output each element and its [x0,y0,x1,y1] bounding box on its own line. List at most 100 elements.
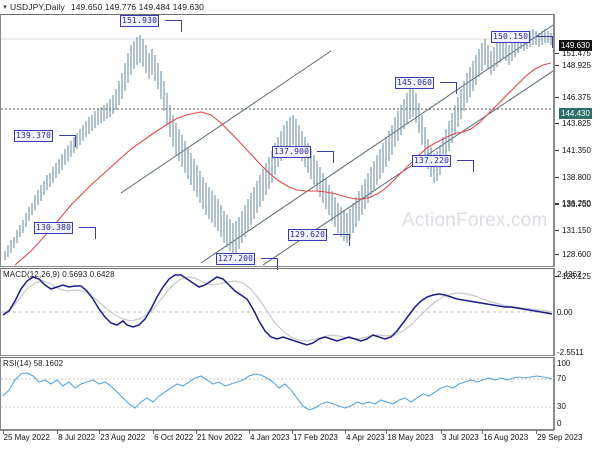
price-annotation[interactable]: 150.150 [491,31,531,43]
annotation-leader-tick [349,234,350,246]
annotation-leader-tick [552,36,553,48]
date-axis-tick [57,430,59,434]
annotation-leader-line [440,82,456,83]
date-axis-tick [249,430,251,434]
date-axis-tick [536,430,538,434]
annotation-leader-tick [181,20,182,32]
price-axis-label: 131.150 [562,226,591,235]
rsi-axis-label: 0 [557,419,562,428]
price-axis-tick [555,204,559,205]
macd-axis-label: 0.00 [557,308,573,317]
macd-title: MACD(12,26,9) 0.5693 0.6428 [3,270,115,279]
date-axis-tick [153,430,155,434]
price-axis-tick [555,53,559,54]
annotation-leader-tick [95,227,96,239]
rsi-axis-divider [554,357,555,430]
symbol-timeframe-label: USDJPY,Daily [10,2,65,12]
price-annotation[interactable]: 137.220 [412,155,452,167]
annotation-leader-tick [277,258,278,270]
trendline-mid [120,50,332,194]
date-axis-tick [344,430,346,434]
x-axis-top-border [0,430,554,431]
date-axis-label: 3 Jul 2023 [441,433,479,442]
annotation-leader-line [333,234,349,235]
date-axis-tick [99,430,101,434]
price-annotation[interactable]: 137.900 [272,146,312,158]
price-axis-tick [555,276,559,277]
date-axis-tick [291,430,293,434]
rsi-plot [1,358,553,429]
rsi-axis-label: 30 [557,402,566,411]
date-axis-label: 4 Jan 2023 [250,433,290,442]
price-annotation[interactable]: 127.200 [216,253,256,265]
price-axis-divider [554,14,555,267]
price-axis-tick [555,150,559,151]
price-axis-tick [555,254,559,255]
price-annotation[interactable]: 145.060 [395,77,435,89]
date-axis-label: 6 Oct 2022 [154,433,194,442]
date-axis-label: 23 Aug 2022 [100,433,146,442]
date-axis-label: 17 Feb 2023 [292,433,338,442]
annotation-leader-line [317,151,333,152]
price-axis[interactable]: 151.475 148.925 146.375 143.825 141.350 138.8… [555,14,600,281]
date-axis-tick [440,430,442,434]
ohlc-values-label: 149.650 149.776 149.484 149.630 [70,2,204,12]
rsi-axis: 100 70 30 0 [557,357,600,430]
price-axis-tick [555,65,559,66]
macd-plot [1,269,553,355]
price-axis-tick [555,203,559,204]
moving-average-line [14,62,552,266]
annotation-leader-line [79,227,95,228]
price-axis-tick [555,123,559,124]
price-annotation[interactable]: 130.380 [34,222,74,234]
date-axis-label: 8 Jul 2022 [58,433,96,442]
annotation-leader-tick [456,82,457,94]
date-axis-label: 18 May 2023 [387,433,434,442]
date-axis-tick [196,430,197,434]
macd-main-line [2,274,553,346]
macd-axis-label: 2.4262 [557,270,582,279]
level-price-badge: 144.430 [559,108,592,119]
annotation-leader-tick [333,151,334,163]
macd-axis-label: -2.5511 [557,348,584,357]
annotation-leader-line [536,36,552,37]
date-axis-label: 21 Nov 2022 [197,433,243,442]
price-axis-tick [555,230,559,231]
annotation-leader-line [457,160,473,161]
date-axis-tick [386,430,388,434]
price-axis-label: 138.800 [562,173,591,182]
annotation-leader-line [59,135,75,136]
macd-axis: 2.4262 0.00 -2.5511 [557,268,600,357]
watermark-actionforex: ActionForex.com [402,210,548,231]
price-axis-label: 128.600 [562,250,591,259]
price-axis-label: 151.475 [562,49,591,58]
price-axis-tick [555,177,559,178]
price-annotation[interactable]: 139.370 [14,130,54,142]
price-axis-label: 133.700 [562,200,591,209]
price-annotation[interactable]: 151.930 [120,15,160,27]
chart-header: ▾ USDJPY,Daily 149.650 149.776 149.484 149… [0,0,600,14]
rsi-main-line [2,372,553,411]
date-axis-tick [482,430,484,434]
price-axis-label: 126.125 [562,272,591,281]
date-axis-label: 25 May 2022 [3,433,50,442]
current-price-badge: 149.630 [559,40,592,51]
price-axis-label: 136.250 [562,199,591,208]
date-axis-label: 16 Aug 2023 [483,433,529,442]
rsi-axis-label: 100 [557,359,571,368]
rsi-axis-label: 70 [557,374,566,383]
chart-menu-caret-icon[interactable]: ▾ [3,4,7,11]
macd-signal-line [2,276,553,342]
date-axis-tick [2,430,4,434]
price-annotation[interactable]: 129.620 [288,229,328,241]
macd-axis-divider [554,268,555,356]
annotation-leader-line [261,258,277,259]
macd-series-svg [1,274,553,346]
price-axis-label: 146.375 [562,93,591,102]
price-axis-label: 143.825 [562,119,591,128]
date-axis[interactable]: 25 May 2022 8 Jul 2022 23 Aug 2022 6 Oct 20… [0,430,600,450]
rsi-title: RSI(14) 58.1602 [3,359,64,368]
rsi-series-svg [1,372,553,411]
price-axis-label: 141.350 [562,146,591,155]
